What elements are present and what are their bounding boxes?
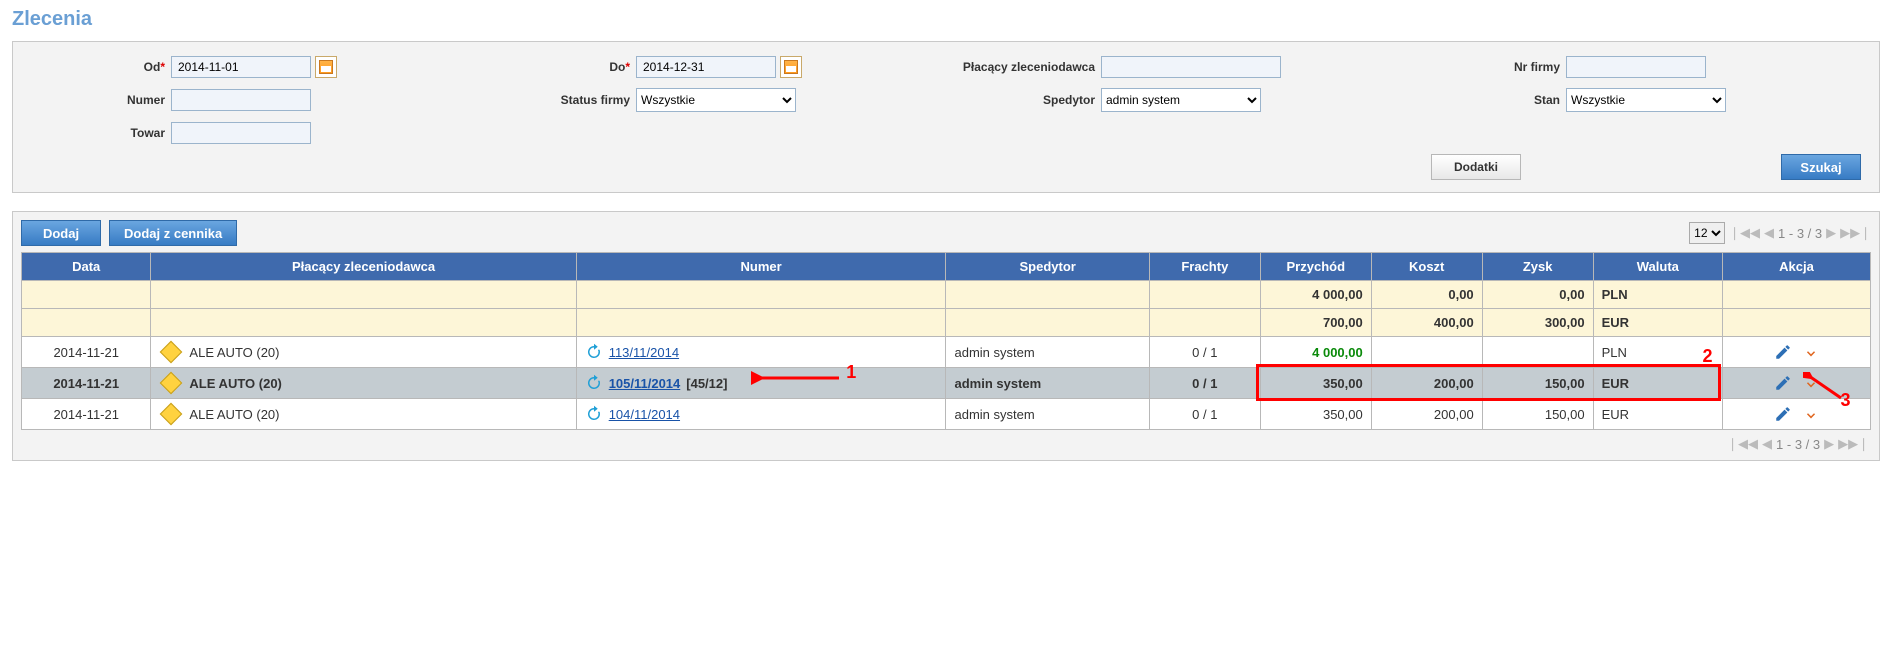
input-numer[interactable] <box>171 89 311 111</box>
label-placacy: Płacący zleceniodawca <box>961 60 1101 74</box>
table-row[interactable]: 2014-11-21ALE AUTO (20)105/11/2014 [45/1… <box>22 368 1871 399</box>
pager-bottom: ❘◀◀ ◀ 1 - 3 / 3 ▶ ▶▶❘ <box>21 430 1871 452</box>
next-page-icon[interactable]: ▶ <box>1824 436 1834 452</box>
label-spedytor: Spedytor <box>961 93 1101 107</box>
col-waluta: Waluta <box>1593 253 1722 281</box>
status-diamond-icon <box>160 372 183 395</box>
numer-link[interactable]: 104/11/2014 <box>609 407 680 422</box>
select-spedytor[interactable]: admin system <box>1101 88 1261 112</box>
col-przychod: Przychód <box>1260 253 1371 281</box>
szukaj-button[interactable]: Szukaj <box>1781 154 1861 180</box>
first-page-icon[interactable]: ❘◀◀ <box>1729 225 1760 241</box>
download-icon[interactable] <box>1802 374 1820 392</box>
orders-table: Data Płacący zleceniodawca Numer Spedyto… <box>21 252 1871 430</box>
col-numer: Numer <box>576 253 946 281</box>
label-nrfirmy: Nr firmy <box>1426 60 1566 74</box>
col-data: Data <box>22 253 151 281</box>
col-placacy: Płacący zleceniodawca <box>151 253 576 281</box>
numer-extra: [45/12] <box>686 376 727 391</box>
refresh-icon[interactable] <box>585 343 603 361</box>
col-frachty: Frachty <box>1149 253 1260 281</box>
first-page-icon[interactable]: ❘◀◀ <box>1727 436 1758 452</box>
pager-top: 12 ❘◀◀ ◀ 1 - 3 / 3 ▶ ▶▶❘ <box>1689 222 1871 244</box>
status-diamond-icon <box>160 341 183 364</box>
numer-link[interactable]: 105/11/2014 <box>609 376 681 391</box>
refresh-icon[interactable] <box>585 374 603 392</box>
last-page-icon[interactable]: ▶▶❘ <box>1838 436 1869 452</box>
col-spedytor: Spedytor <box>946 253 1149 281</box>
select-stan[interactable]: Wszystkie <box>1566 88 1726 112</box>
calendar-icon[interactable] <box>315 56 337 78</box>
status-diamond-icon <box>160 403 183 426</box>
label-statusfirmy: Status firmy <box>496 93 636 107</box>
col-zysk: Zysk <box>1482 253 1593 281</box>
input-nrfirmy[interactable] <box>1566 56 1706 78</box>
next-page-icon[interactable]: ▶ <box>1826 225 1836 241</box>
prev-page-icon[interactable]: ◀ <box>1764 225 1774 241</box>
label-towar: Towar <box>31 126 171 140</box>
download-icon[interactable] <box>1802 405 1820 423</box>
label-od: Od* <box>31 60 171 74</box>
edit-icon[interactable] <box>1774 374 1792 392</box>
dodaj-cennika-button[interactable]: Dodaj z cennika <box>109 220 237 246</box>
table-row[interactable]: 2014-11-21ALE AUTO (20)104/11/2014admin … <box>22 399 1871 430</box>
col-akcja: Akcja <box>1723 253 1871 281</box>
input-towar[interactable] <box>171 122 311 144</box>
label-numer: Numer <box>31 93 171 107</box>
refresh-icon[interactable] <box>585 405 603 423</box>
input-od[interactable] <box>171 56 311 78</box>
edit-icon[interactable] <box>1774 405 1792 423</box>
filter-panel: Od* Do* Płacący zleceniodawca Nr firmy N… <box>12 41 1880 193</box>
dodatki-button[interactable]: Dodatki <box>1431 154 1521 180</box>
page-size-select[interactable]: 12 <box>1689 222 1725 244</box>
select-statusfirmy[interactable]: Wszystkie <box>636 88 796 112</box>
input-do[interactable] <box>636 56 776 78</box>
label-stan: Stan <box>1426 93 1566 107</box>
edit-icon[interactable] <box>1774 343 1792 361</box>
summary-row: 4 000,000,000,00PLN <box>22 281 1871 309</box>
col-koszt: Koszt <box>1371 253 1482 281</box>
calendar-icon[interactable] <box>780 56 802 78</box>
summary-row: 700,00400,00300,00EUR <box>22 309 1871 337</box>
numer-link[interactable]: 113/11/2014 <box>609 345 679 360</box>
table-panel: Dodaj Dodaj z cennika 12 ❘◀◀ ◀ 1 - 3 / 3… <box>12 211 1880 461</box>
pager-range: 1 - 3 / 3 <box>1778 226 1822 241</box>
download-icon[interactable] <box>1802 343 1820 361</box>
input-placacy[interactable] <box>1101 56 1281 78</box>
last-page-icon[interactable]: ▶▶❘ <box>1840 225 1871 241</box>
pager-range: 1 - 3 / 3 <box>1776 437 1820 452</box>
table-row[interactable]: 2014-11-21ALE AUTO (20)113/11/2014admin … <box>22 337 1871 368</box>
prev-page-icon[interactable]: ◀ <box>1762 436 1772 452</box>
page-title: Zlecenia <box>12 8 1880 31</box>
dodaj-button[interactable]: Dodaj <box>21 220 101 246</box>
label-do: Do* <box>496 60 636 74</box>
